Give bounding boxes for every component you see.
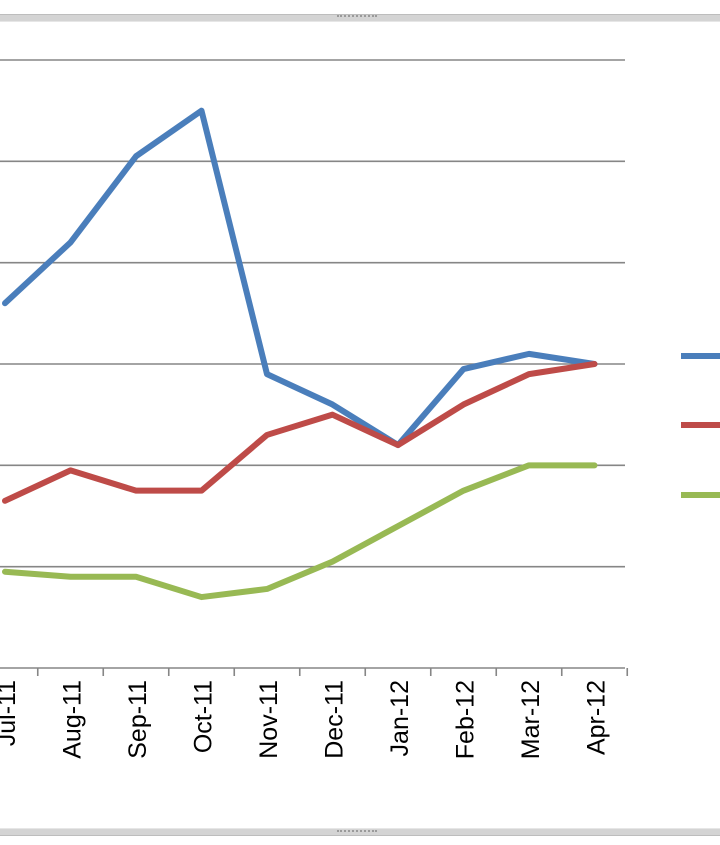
x-tick-label: Apr-12: [583, 680, 611, 755]
x-tick-label: Nov-11: [255, 680, 283, 759]
top-resize-handle[interactable]: [337, 15, 377, 21]
x-tick-label: Mar-12: [517, 680, 545, 759]
top-resize-border[interactable]: [0, 14, 720, 22]
x-tick-label: Jul-11: [0, 680, 21, 746]
x-tick-label: Feb-12: [452, 680, 480, 759]
x-axis: Jul-11 Aug-11 Sep-11 Oct-11 Nov-11 Dec-11 Jan-…: [0, 667, 629, 759]
bottom-resize-handle[interactable]: [337, 830, 377, 836]
series-line-3: [2, 462, 598, 601]
x-tick-label: Aug-11: [59, 680, 87, 759]
x-tick-label: Sep-11: [124, 680, 152, 759]
legend: [681, 353, 720, 498]
x-tick-label: Oct-11: [190, 680, 218, 753]
series-lines: [2, 107, 598, 601]
series-line-2: [2, 361, 598, 504]
gridlines: [0, 59, 625, 568]
x-tick-label: Dec-11: [321, 680, 349, 759]
x-tick-label: Jan-12: [386, 680, 414, 756]
series-line-1: [2, 107, 598, 449]
bottom-resize-border[interactable]: [0, 828, 720, 836]
